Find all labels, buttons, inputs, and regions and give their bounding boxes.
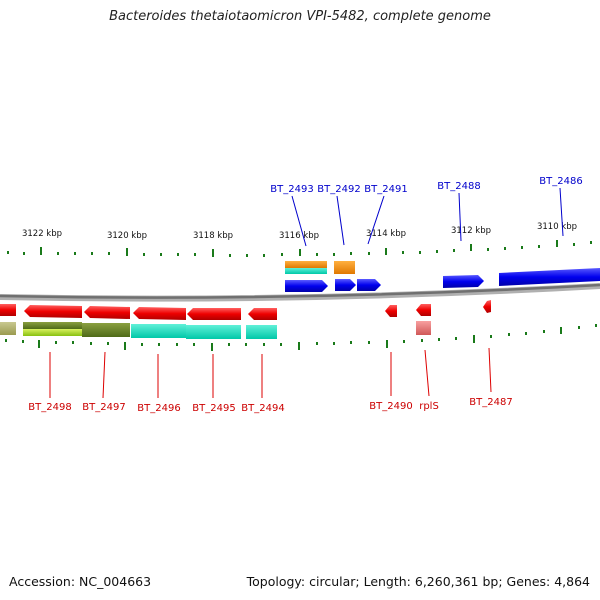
scale-label: 3114 kbp <box>366 229 406 239</box>
category-box <box>186 325 241 339</box>
gene-label[interactable]: BT_2487 <box>469 397 512 408</box>
gene-bt-2487[interactable] <box>483 300 491 313</box>
category-box <box>23 329 82 336</box>
gene-bt-2494[interactable] <box>248 308 277 320</box>
accession-label: Accession: NC_004663 <box>9 574 152 589</box>
gene-bt-2497[interactable] <box>84 306 130 319</box>
reverse-category-boxes <box>0 321 431 339</box>
scale-label: 3118 kbp <box>193 231 233 241</box>
scale-label: 3120 kbp <box>107 231 147 241</box>
gene-bt-2486[interactable] <box>499 268 600 286</box>
gene-label[interactable]: BT_2497 <box>82 402 125 413</box>
gene-label[interactable]: BT_2488 <box>437 181 480 192</box>
gene-bt-2491[interactable] <box>357 279 381 291</box>
gene-label[interactable]: BT_2498 <box>28 402 71 413</box>
scale-label: 3112 kbp <box>451 226 491 236</box>
gene-bt-2488[interactable] <box>443 275 484 288</box>
reverse-leader-lines <box>49 347 492 399</box>
outer-tick-row <box>7 240 592 257</box>
genome-backbone-core <box>0 283 600 299</box>
category-box <box>246 325 277 339</box>
gene-bt-2493[interactable] <box>285 280 328 292</box>
gene-label[interactable]: BT_2486 <box>539 176 582 187</box>
category-box <box>0 322 16 335</box>
gene-rpls[interactable] <box>416 304 431 316</box>
reverse-strand-genes <box>0 300 491 320</box>
scale-label: 3122 kbp <box>22 229 62 239</box>
category-box <box>416 321 431 335</box>
gene-label[interactable]: BT_2490 <box>369 401 412 412</box>
gene-bt-2492[interactable] <box>335 279 356 291</box>
inner-tick-row <box>5 324 597 351</box>
gene-label[interactable]: BT_2491 <box>364 184 407 195</box>
gene-bt-2490[interactable] <box>385 305 397 317</box>
forward-strand-genes <box>285 268 600 292</box>
gene-label[interactable]: rplS <box>419 401 439 412</box>
scale-label: 3110 kbp <box>537 222 577 232</box>
gene-bt-2498[interactable] <box>24 305 82 318</box>
category-box <box>334 261 355 274</box>
genome-summary: Topology: circular; Length: 6,260,361 bp… <box>246 574 590 589</box>
map-title: Bacteroides thetaiotaomicron VPI-5482, c… <box>109 9 491 24</box>
gene-label[interactable]: BT_2494 <box>241 403 284 414</box>
category-box <box>82 323 130 337</box>
gene-label[interactable]: BT_2495 <box>192 403 235 414</box>
gene-bt-2495[interactable] <box>187 308 241 320</box>
category-box <box>285 261 327 268</box>
category-box <box>285 268 327 274</box>
category-box <box>23 322 82 329</box>
gene-label[interactable]: BT_2496 <box>137 403 180 414</box>
scale-label: 3116 kbp <box>279 231 319 241</box>
gene-partial-left[interactable] <box>0 304 16 316</box>
gene-bt-2496[interactable] <box>133 307 186 320</box>
gene-label[interactable]: BT_2493 <box>270 184 313 195</box>
forward-category-boxes <box>285 261 355 274</box>
forward-leader-lines <box>291 187 564 247</box>
gene-label[interactable]: BT_2492 <box>317 184 360 195</box>
category-box <box>131 324 186 338</box>
